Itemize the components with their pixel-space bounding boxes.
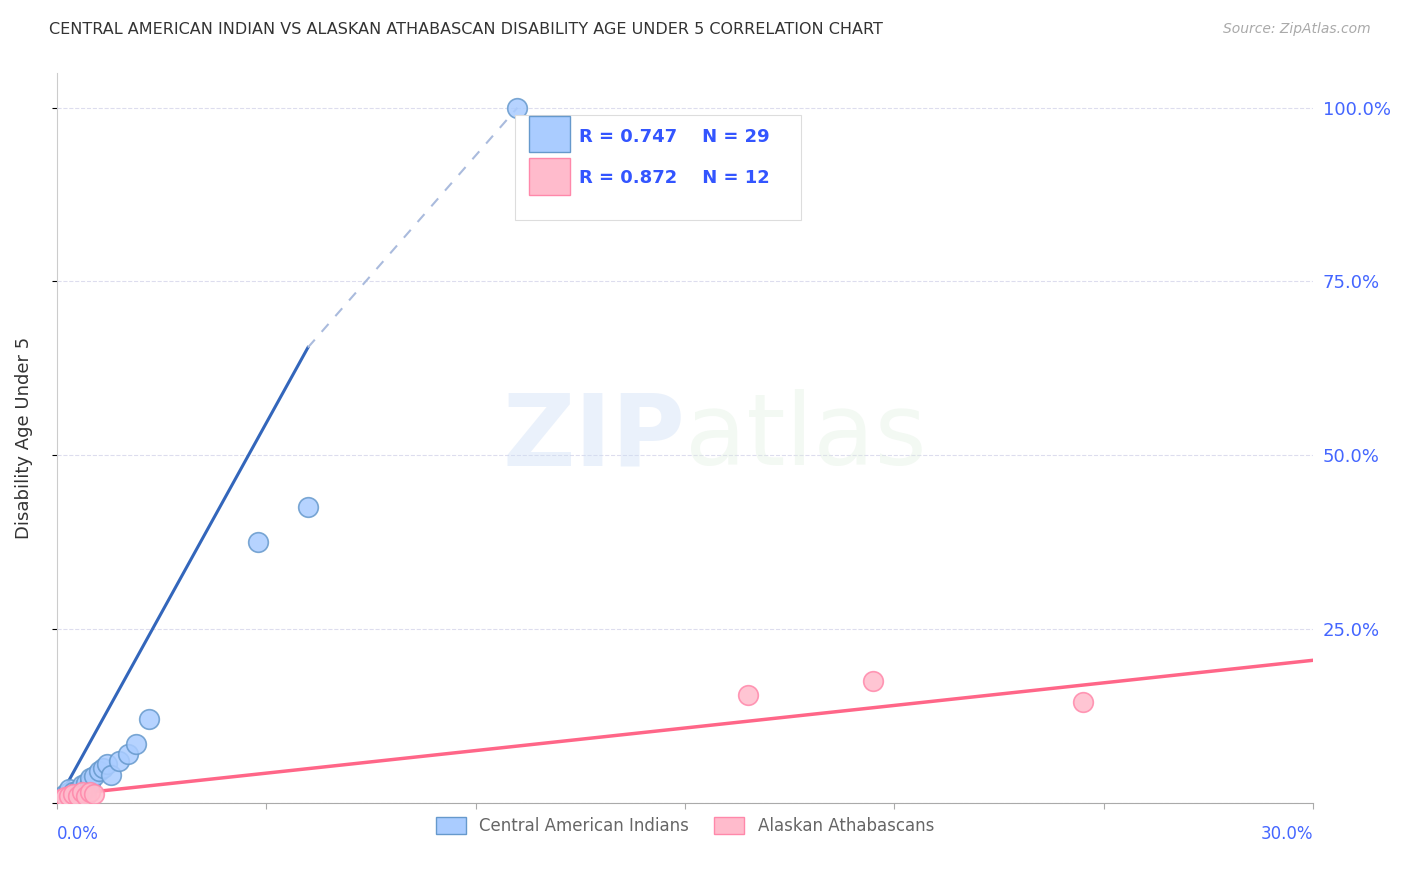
Point xyxy=(62,789,84,803)
Point xyxy=(53,788,76,802)
Point xyxy=(100,768,122,782)
Point xyxy=(506,101,529,115)
Text: R = 0.872    N = 12: R = 0.872 N = 12 xyxy=(579,169,769,186)
Text: Source: ZipAtlas.com: Source: ZipAtlas.com xyxy=(1223,22,1371,37)
Y-axis label: Disability Age Under 5: Disability Age Under 5 xyxy=(15,336,32,539)
Text: 30.0%: 30.0% xyxy=(1261,824,1313,843)
Point xyxy=(75,776,97,790)
Point xyxy=(49,792,72,806)
Point xyxy=(62,788,84,802)
Text: ZIP: ZIP xyxy=(502,389,685,486)
Point xyxy=(70,783,93,797)
Point xyxy=(87,764,110,779)
Point xyxy=(79,785,101,799)
Text: CENTRAL AMERICAN INDIAN VS ALASKAN ATHABASCAN DISABILITY AGE UNDER 5 CORRELATION: CENTRAL AMERICAN INDIAN VS ALASKAN ATHAB… xyxy=(49,22,883,37)
Point xyxy=(75,789,97,803)
Point xyxy=(58,789,80,803)
Point xyxy=(117,747,139,761)
Point xyxy=(83,788,105,802)
Point xyxy=(1071,695,1094,709)
Point xyxy=(737,688,759,702)
Point xyxy=(91,761,114,775)
Point xyxy=(70,785,93,799)
Legend: Central American Indians, Alaskan Athabascans: Central American Indians, Alaskan Athaba… xyxy=(429,810,941,842)
Point xyxy=(138,712,160,726)
Point xyxy=(53,790,76,805)
Point xyxy=(58,789,80,803)
Point xyxy=(108,754,131,768)
Point xyxy=(125,737,148,751)
Point xyxy=(66,783,89,797)
Text: 0.0%: 0.0% xyxy=(56,824,98,843)
Point xyxy=(96,757,118,772)
Point xyxy=(83,769,105,783)
Point xyxy=(49,792,72,806)
Point xyxy=(79,776,101,790)
Point xyxy=(862,674,884,689)
Text: atlas: atlas xyxy=(685,389,927,486)
Point xyxy=(70,778,93,792)
Point xyxy=(58,785,80,799)
Point xyxy=(297,500,319,515)
Point xyxy=(75,781,97,796)
Point xyxy=(53,790,76,805)
Point xyxy=(246,535,269,549)
Point xyxy=(79,772,101,786)
Point xyxy=(66,789,89,803)
Point xyxy=(62,785,84,799)
Point xyxy=(58,781,80,796)
Text: R = 0.747    N = 29: R = 0.747 N = 29 xyxy=(579,128,769,145)
Point xyxy=(66,788,89,802)
Point xyxy=(49,790,72,805)
